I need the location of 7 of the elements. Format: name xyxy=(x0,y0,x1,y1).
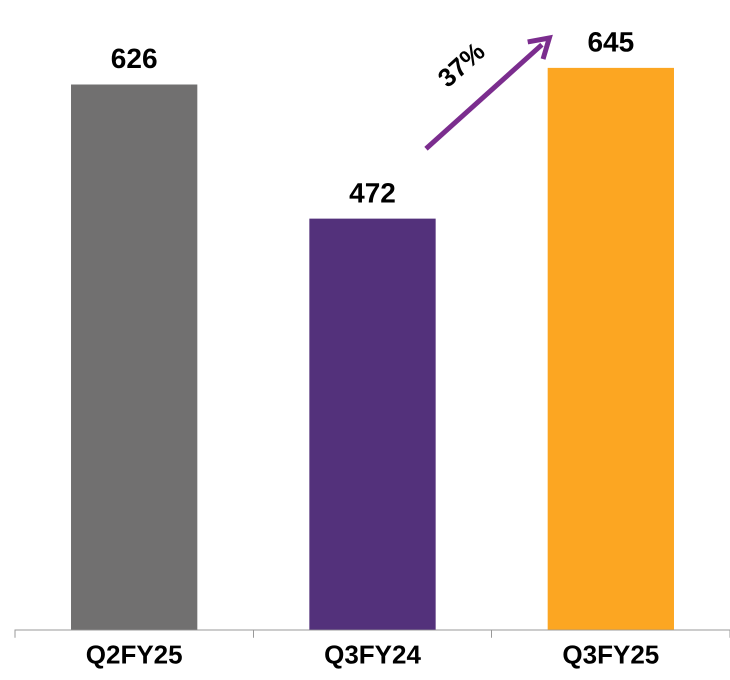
data-label: 645 xyxy=(587,26,634,58)
data-label: 626 xyxy=(110,43,158,74)
x-tick-label: Q2FY25 xyxy=(86,640,183,670)
data-label: 472 xyxy=(349,177,396,208)
annotation: 37% xyxy=(432,36,491,94)
x-tick-label: Q3FY25 xyxy=(562,640,660,670)
x-tick-label: Q3FY24 xyxy=(324,640,422,670)
